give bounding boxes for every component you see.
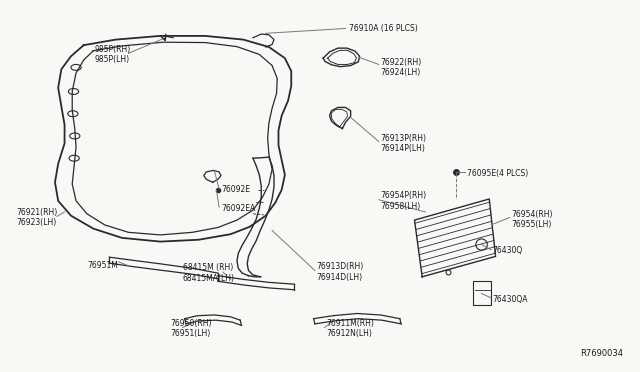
Text: 76910A (16 PLCS): 76910A (16 PLCS) bbox=[349, 24, 417, 33]
Text: 76954(RH)
76955(LH): 76954(RH) 76955(LH) bbox=[511, 210, 553, 229]
Text: 76913P(RH)
76914P(LH): 76913P(RH) 76914P(LH) bbox=[381, 134, 427, 153]
Text: 76921(RH)
76923(LH): 76921(RH) 76923(LH) bbox=[17, 208, 58, 227]
Text: 76951M: 76951M bbox=[87, 261, 118, 270]
Text: 76092EA: 76092EA bbox=[221, 204, 255, 213]
Text: 76954P(RH)
76958(LH): 76954P(RH) 76958(LH) bbox=[381, 191, 427, 211]
Text: 76430Q: 76430Q bbox=[492, 246, 523, 255]
Text: 68415M (RH)
68415MA(LH): 68415M (RH) 68415MA(LH) bbox=[182, 263, 235, 283]
Text: 76950(RH)
76951(LH): 76950(RH) 76951(LH) bbox=[170, 319, 211, 339]
Text: R7690034: R7690034 bbox=[580, 349, 623, 358]
Text: 76430QA: 76430QA bbox=[492, 295, 528, 304]
Text: 76911M(RH)
76912N(LH): 76911M(RH) 76912N(LH) bbox=[326, 319, 374, 339]
Text: 76922(RH)
76924(LH): 76922(RH) 76924(LH) bbox=[381, 58, 422, 77]
Text: 985P(RH)
985P(LH): 985P(RH) 985P(LH) bbox=[94, 45, 131, 64]
Text: 76913D(RH)
76914D(LH): 76913D(RH) 76914D(LH) bbox=[317, 262, 364, 282]
Text: 76092E: 76092E bbox=[221, 185, 250, 194]
Text: 76095E(4 PLCS): 76095E(4 PLCS) bbox=[467, 169, 528, 177]
